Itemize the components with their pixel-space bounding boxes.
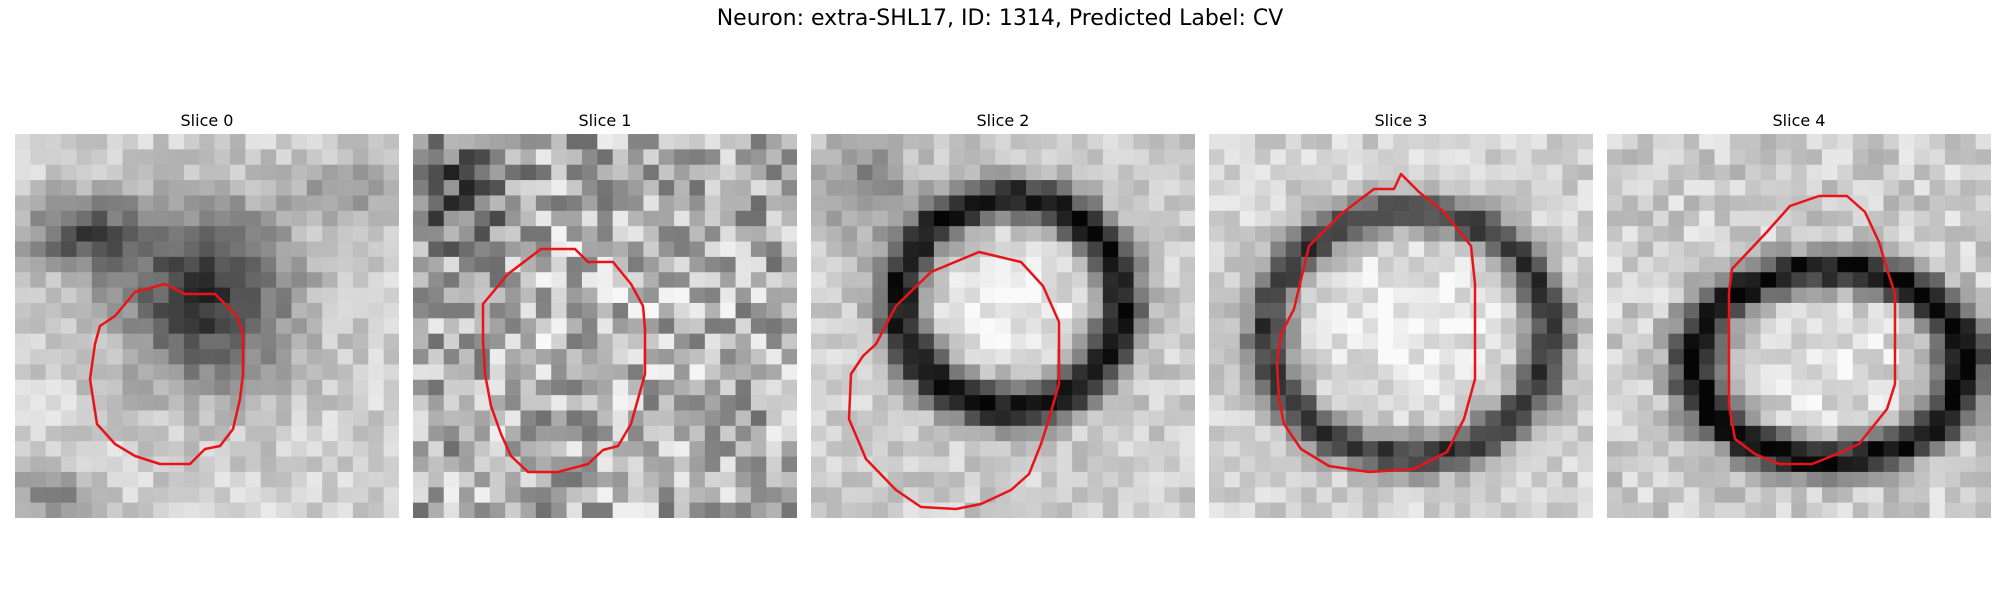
slice-title-3: Slice 3 [1374, 111, 1428, 130]
slice-image-2 [811, 134, 1195, 518]
slice-title-4: Slice 4 [1772, 111, 1826, 130]
slice-panel-3: Slice 3 [1209, 110, 1593, 518]
segmentation-contour [847, 250, 1061, 511]
segmentation-contour [1275, 172, 1477, 474]
slice-panel-2: Slice 2 [811, 110, 1195, 518]
segmentation-contour [481, 247, 647, 474]
slice-panel-4: Slice 4 [1607, 110, 1991, 518]
slice-image-0 [15, 134, 399, 518]
slice-title-2: Slice 2 [976, 111, 1030, 130]
slice-panel-1: Slice 1 [413, 110, 797, 518]
slice-panel-0: Slice 0 [15, 110, 399, 518]
slice-image-4 [1607, 134, 1991, 518]
figure-title: Neuron: extra-SHL17, ID: 1314, Predicted… [716, 6, 1284, 31]
slice-title-0: Slice 0 [180, 111, 234, 130]
segmentation-contour [88, 282, 245, 466]
segmentation-contour [1727, 194, 1897, 466]
slice-image-3 [1209, 134, 1593, 518]
slice-title-1: Slice 1 [578, 111, 632, 130]
slice-image-1 [413, 134, 797, 518]
